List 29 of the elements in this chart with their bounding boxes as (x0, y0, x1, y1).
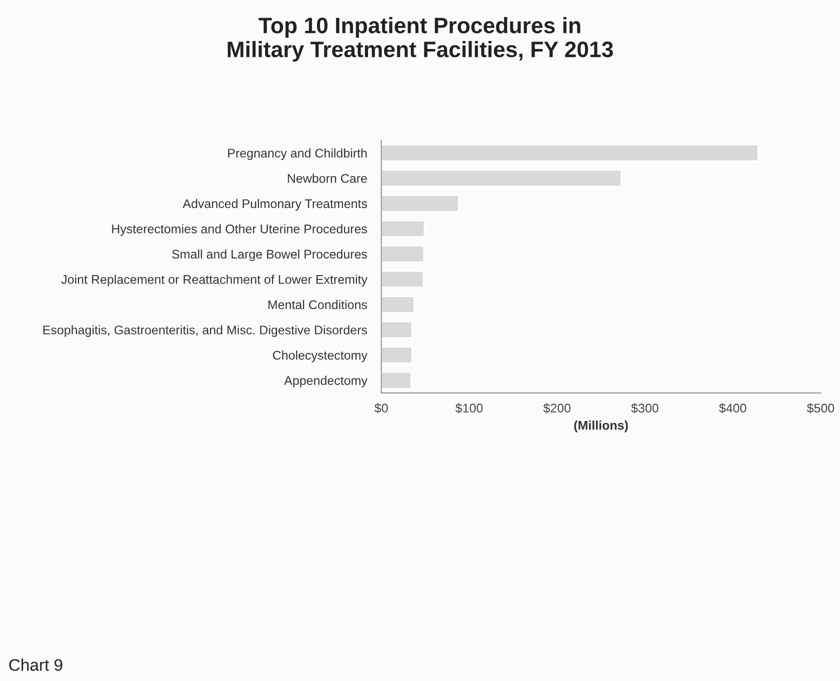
x-tick-label: $100 (455, 403, 483, 414)
y-tick-label: Mental Conditions (268, 300, 368, 310)
bar (381, 245, 425, 263)
y-tick-label: Appendectomy (284, 376, 368, 388)
y-tick-label: Hysterectomies and Other Uterine Procedures (112, 224, 368, 236)
y-tick-label: Small and Large Bowel Procedures (172, 249, 368, 262)
bar (381, 320, 413, 339)
bar (381, 296, 416, 314)
bar (381, 144, 759, 162)
bar (381, 371, 412, 390)
x-tick-label: $0 (374, 403, 388, 414)
bar (381, 346, 413, 364)
x-axis-title: (Millions) (574, 420, 628, 432)
y-tick-label: Advanced Pulmonary Treatments (182, 198, 368, 211)
chart-title: Top 10 Inpatient Procedures in Military Treatment Facilities, FY 2013 (228, 17, 613, 62)
x-tick-label: $200 (543, 403, 571, 414)
y-tick-label: Esophagitis, Gastroenteritis, and Misc. Digestive Disorders (43, 325, 368, 337)
bar (381, 169, 622, 188)
x-tick-label: $400 (719, 403, 746, 414)
x-tick-label: $500 (806, 403, 834, 414)
y-tick-label: Pregnancy and Childbirth (228, 148, 367, 160)
x-tick-label: $300 (631, 403, 658, 414)
bar (381, 220, 426, 238)
y-tick-label: Newborn Care (288, 174, 367, 183)
bar (381, 270, 424, 288)
y-tick-label: Cholecystectomy (272, 350, 368, 362)
bar (381, 194, 460, 212)
y-tick-label: Joint Replacement or Reattachment of Lower Extremity (61, 274, 368, 286)
caption: Chart 9 (9, 658, 62, 671)
